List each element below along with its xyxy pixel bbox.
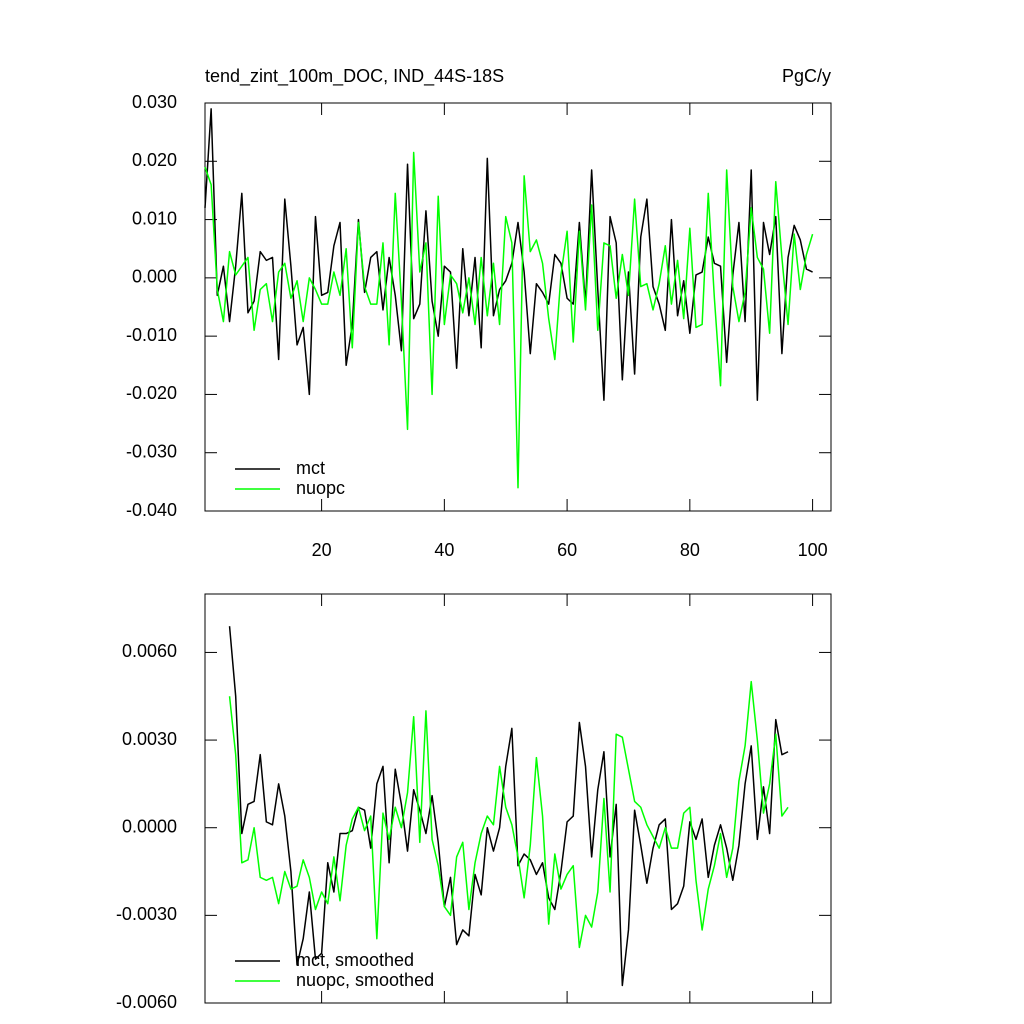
plot-frame [204,593,832,1004]
y-tick-label: 0.010 [132,208,177,228]
series-line [204,151,814,489]
chart-title: tend_zint_100m_DOC, IND_44S-18S [205,66,504,87]
y-tick-label: -0.0030 [116,904,177,924]
y-tick-label: -0.010 [126,325,177,345]
x-tick-label: 40 [434,540,454,560]
y-tick-label: -0.040 [126,500,177,520]
series-line [228,680,789,949]
x-tick-label: 60 [557,540,577,560]
y-tick-label: 0.0000 [122,816,177,836]
legend-label: nuopc, smoothed [296,970,434,990]
x-tick-label: 20 [312,540,332,560]
y-tick-label: 0.000 [132,267,177,287]
legend-label: mct, smoothed [296,950,414,970]
legend-label: mct [296,458,325,478]
series-line [228,626,789,987]
x-tick-label: 100 [798,540,828,560]
plot-frame [204,102,832,512]
y-tick-label: -0.030 [126,441,177,461]
y-tick-label: 0.020 [132,150,177,170]
y-tick-label: 0.030 [132,92,177,112]
y-tick-label: -0.020 [126,383,177,403]
legend-label: nuopc [296,478,345,498]
y-tick-label: 0.0030 [122,729,177,749]
y-tick-label: 0.0060 [122,641,177,661]
x-tick-label: 80 [680,540,700,560]
y-tick-label: -0.0060 [116,992,177,1012]
units-label: PgC/y [782,66,831,86]
